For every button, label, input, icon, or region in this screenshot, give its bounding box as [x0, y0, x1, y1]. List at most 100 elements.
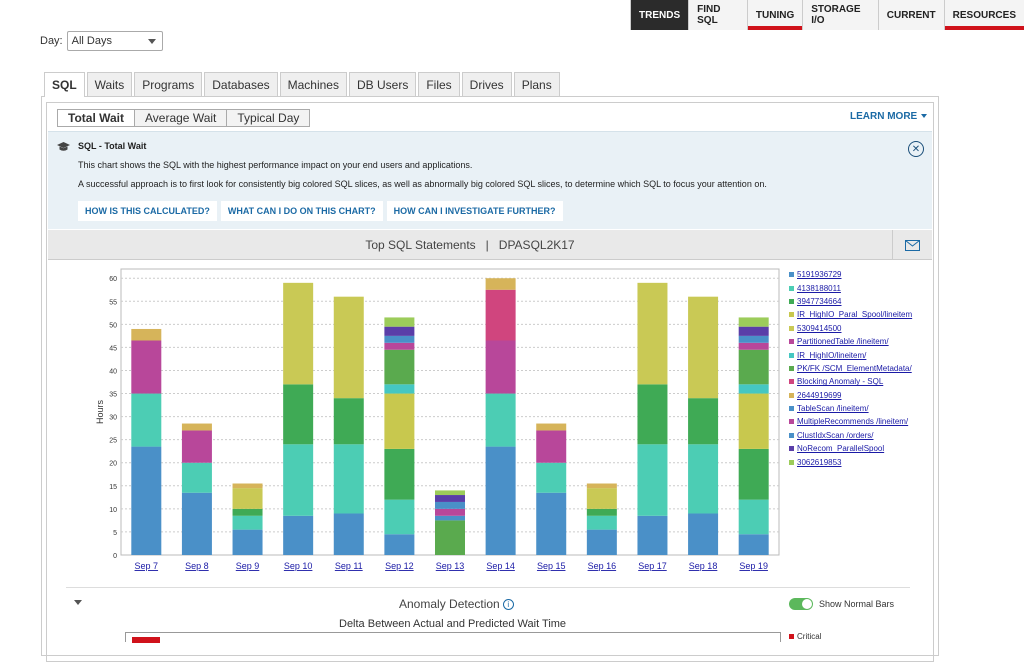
legend-item[interactable]: PartitionedTable /lineitem/	[789, 335, 912, 348]
nav-tab-find-sql[interactable]: FIND SQL	[688, 0, 747, 30]
learn-more-link[interactable]: LEARN MORE	[850, 111, 928, 122]
x-tick-label[interactable]: Sep 10	[284, 561, 313, 571]
x-tick-label[interactable]: Sep 16	[588, 561, 617, 571]
legend-label[interactable]: 5191936729	[797, 270, 842, 280]
legend-item[interactable]: IR_HighIO/lineitem/	[789, 348, 912, 361]
mail-icon[interactable]	[892, 230, 932, 260]
legend-label[interactable]: 5309414500	[797, 323, 842, 333]
nav-tab-trends[interactable]: TRENDS	[630, 0, 689, 30]
bar-segment	[283, 444, 314, 516]
bar-segment	[435, 495, 465, 502]
tab-databases[interactable]: Databases	[204, 72, 278, 96]
bar-segment	[688, 513, 719, 555]
bar-segment	[738, 393, 769, 449]
legend-item[interactable]: TableScan /lineitem/	[789, 402, 912, 415]
x-tick-label[interactable]: Sep 14	[486, 561, 515, 571]
x-tick-label[interactable]: Sep 13	[436, 561, 465, 571]
legend-label[interactable]: 3947734664	[797, 296, 842, 306]
legend-label[interactable]: MultipleRecommends /lineitem/	[797, 417, 909, 427]
show-normal-bars-toggle[interactable]	[789, 598, 813, 610]
legend-item[interactable]: 2644919699	[789, 389, 912, 402]
legend-label[interactable]: 2644919699	[797, 390, 842, 400]
legend-label[interactable]: TableScan /lineitem/	[797, 404, 869, 414]
x-tick-label[interactable]: Sep 17	[638, 561, 667, 571]
legend-item[interactable]: 3062619853	[789, 455, 912, 468]
bar-segment	[586, 483, 617, 489]
tab-drives[interactable]: Drives	[461, 72, 512, 96]
y-tick-label: 15	[109, 484, 117, 491]
tab-machines[interactable]: Machines	[279, 72, 347, 96]
legend-item[interactable]: 5191936729	[789, 268, 912, 281]
subtab-typical-day[interactable]: Typical Day	[226, 109, 311, 127]
x-tick-label[interactable]: Sep 9	[236, 561, 260, 571]
x-tick-label[interactable]: Sep 19	[739, 561, 768, 571]
legend-label[interactable]: 4138188011	[797, 283, 841, 293]
bar-segment	[131, 340, 162, 394]
tab-programs[interactable]: Programs	[134, 72, 203, 96]
legend-label[interactable]: ClustIdxScan /orders/	[797, 430, 874, 440]
legend-item[interactable]: PK/FK /SCM_ElementMetadata/	[789, 362, 912, 375]
tab-waits[interactable]: Waits	[86, 72, 133, 96]
legend-swatch	[789, 419, 794, 425]
subtab-total-wait[interactable]: Total Wait	[57, 109, 135, 127]
collapse-toggle-icon[interactable]	[74, 600, 82, 605]
tab-plans[interactable]: Plans	[513, 72, 560, 96]
bar-segment	[131, 393, 162, 447]
x-tick-label[interactable]: Sep 12	[385, 561, 414, 571]
legend-label[interactable]: IR_HighIO_Paral_Spool/lineitem	[797, 310, 913, 320]
legend-swatch	[789, 459, 794, 465]
subtab-average-wait[interactable]: Average Wait	[134, 109, 228, 127]
x-tick-label[interactable]: Sep 15	[537, 561, 566, 571]
how-investigate-button[interactable]: HOW CAN I INVESTIGATE FURTHER?	[386, 201, 563, 221]
x-tick-label[interactable]: Sep 7	[135, 561, 159, 571]
bar-segment	[384, 384, 415, 394]
y-tick-label: 20	[109, 461, 117, 468]
bar-segment	[384, 342, 415, 350]
bar-segment	[384, 326, 415, 336]
legend-label[interactable]: PartitionedTable /lineitem/	[797, 337, 889, 347]
tab-db-users[interactable]: DB Users	[348, 72, 417, 96]
legend-item[interactable]: 4138188011	[789, 281, 912, 294]
bar-segment	[637, 515, 668, 555]
legend-item[interactable]: NoRecom_ParallelSpool	[789, 442, 912, 455]
legend-label[interactable]: 3062619853	[797, 457, 842, 467]
bar-segment	[738, 499, 769, 535]
legend-label[interactable]: Blocking Anomaly - SQL	[797, 377, 884, 387]
bar-segment	[131, 328, 162, 341]
legend-item[interactable]: IR_HighIO_Paral_Spool/lineitem	[789, 308, 912, 321]
bar-segment	[181, 430, 212, 463]
bar-segment	[333, 513, 364, 555]
close-icon[interactable]: ✕	[908, 141, 924, 157]
legend-item[interactable]: MultipleRecommends /lineitem/	[789, 415, 912, 428]
nav-tab-tuning[interactable]: TUNING	[746, 0, 803, 30]
bar-segment	[283, 384, 314, 445]
legend-item[interactable]: ClustIdxScan /orders/	[789, 429, 912, 442]
info-description: This chart shows the SQL with the highes…	[78, 160, 473, 170]
how-calculated-button[interactable]: HOW IS THIS CALCULATED?	[78, 201, 217, 221]
nav-tab-storage-i-o[interactable]: STORAGE I/O	[802, 0, 878, 30]
bar-segment	[688, 444, 719, 514]
tab-sql[interactable]: SQL	[44, 72, 85, 97]
day-select[interactable]: All Days	[66, 31, 163, 51]
tab-files[interactable]: Files	[418, 72, 460, 96]
legend-label[interactable]: NoRecom_ParallelSpool	[797, 444, 885, 454]
info-icon[interactable]: i	[502, 599, 514, 611]
x-tick-label[interactable]: Sep 11	[335, 561, 363, 571]
what-can-i-do-button[interactable]: WHAT CAN I DO ON THIS CHART?	[220, 201, 383, 221]
legend-item[interactable]: 5309414500	[789, 322, 912, 335]
legend-swatch	[789, 379, 794, 385]
legend-item[interactable]: 3947734664	[789, 295, 912, 308]
legend-item[interactable]: Blocking Anomaly - SQL	[789, 375, 912, 388]
legend-label[interactable]: PK/FK /SCM_ElementMetadata/	[797, 363, 912, 373]
bar-segment	[738, 335, 769, 343]
nav-tab-resources[interactable]: RESOURCES	[943, 0, 1024, 30]
y-tick-label: 35	[109, 392, 117, 399]
bar-segment	[181, 492, 212, 555]
bar-segment	[485, 446, 516, 555]
bar-segment	[232, 488, 263, 509]
x-tick-label[interactable]: Sep 18	[689, 561, 718, 571]
legend-label[interactable]: IR_HighIO/lineitem/	[797, 350, 867, 360]
x-tick-label[interactable]: Sep 8	[185, 561, 209, 571]
nav-tab-current[interactable]: CURRENT	[877, 0, 944, 30]
bar-segment	[688, 296, 719, 399]
